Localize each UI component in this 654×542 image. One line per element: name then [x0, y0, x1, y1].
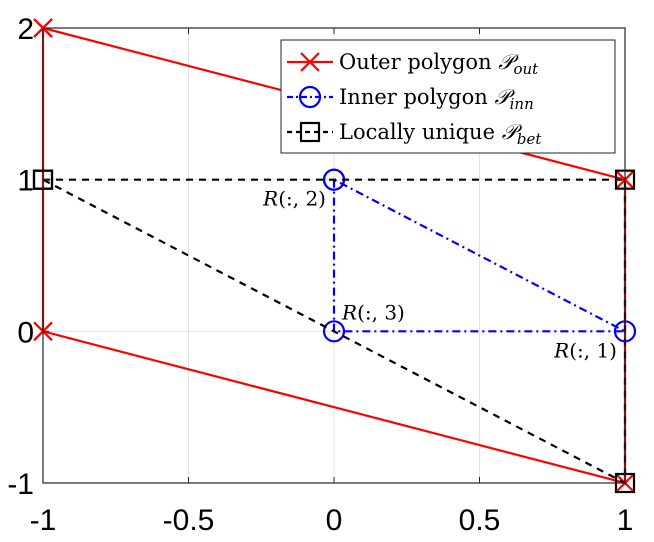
legend-item: Locally unique 𝒫bet	[287, 120, 542, 148]
series-line	[332, 178, 626, 333]
x-tick-label: 0.5	[459, 504, 501, 537]
x-tick-label: 0	[326, 504, 343, 537]
legend-marker	[300, 52, 320, 72]
y-tick-label: -1	[7, 468, 34, 501]
legend-marker	[298, 85, 322, 109]
legend-label: Inner polygon 𝒫inn	[339, 85, 534, 113]
y-tick-label: 0	[17, 316, 34, 349]
x-tick-label: 1	[617, 504, 634, 537]
legend-box	[280, 39, 616, 154]
legend-item: Outer polygon 𝒫out	[287, 50, 539, 78]
x-tick-label: -0.5	[163, 504, 215, 537]
data-point-marker	[322, 320, 346, 343]
legend-label: Locally unique 𝒫bet	[339, 120, 542, 148]
y-tick-label: 2	[17, 13, 34, 46]
tick-labels: -1 -0.5 0 0.5 1 -1 0 1 2	[7, 13, 633, 537]
point-annotation: R(:, 2)	[262, 187, 326, 211]
x-tick-label: -1	[30, 504, 57, 537]
point-annotation: R(:, 1)	[553, 338, 617, 362]
point-annotation: R(:, 3)	[341, 300, 405, 324]
legend: Outer polygon 𝒫out Inner polygon 𝒫inn Loca…	[280, 39, 616, 154]
y-tick-label: 1	[17, 165, 34, 198]
legend-marker	[299, 121, 321, 143]
legend-label: Outer polygon 𝒫out	[339, 50, 539, 78]
annotations: R(:, 2) R(:, 3) R(:, 1)	[262, 187, 617, 363]
